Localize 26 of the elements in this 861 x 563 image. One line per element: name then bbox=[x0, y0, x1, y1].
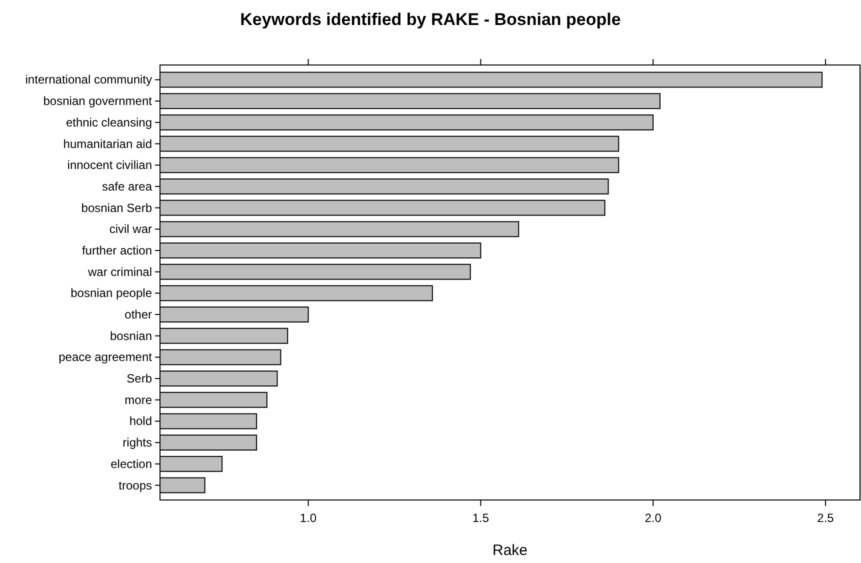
y-tick-label: rights bbox=[122, 436, 152, 450]
y-tick-label: peace agreement bbox=[58, 350, 153, 364]
chart-title: Keywords identified by RAKE - Bosnian people bbox=[240, 10, 621, 29]
y-tick-label: bosnian bbox=[110, 328, 152, 343]
y-tick-label: civil war bbox=[109, 222, 152, 236]
y-tick-label: safe area bbox=[102, 179, 152, 194]
x-tick-label: 2.0 bbox=[644, 511, 662, 525]
y-tick-label: innocent civilian bbox=[67, 158, 152, 172]
y-tick-label: other bbox=[124, 308, 152, 322]
y-tick-label: hold bbox=[129, 414, 152, 428]
x-tick-label: 1.5 bbox=[472, 511, 490, 525]
x-axis-title: Rake bbox=[492, 542, 528, 559]
y-tick-label: international community bbox=[25, 72, 152, 87]
x-tick-label: 1.0 bbox=[300, 511, 317, 525]
y-tick-label: further action bbox=[82, 243, 152, 258]
y-tick-label: bosnian people bbox=[70, 286, 152, 300]
y-tick-label: election bbox=[110, 456, 152, 471]
x-tick-label: 2.5 bbox=[817, 511, 834, 525]
y-tick-label: troops bbox=[118, 478, 152, 492]
y-tick-label: ethnic cleansing bbox=[66, 115, 152, 130]
y-tick-label: bosnian Serb bbox=[81, 200, 152, 215]
y-tick-label: humanitarian aid bbox=[63, 136, 152, 151]
y-tick-label: more bbox=[124, 392, 152, 407]
y-tick-label: war criminal bbox=[86, 264, 152, 279]
y-tick-label: bosnian government bbox=[43, 94, 153, 108]
y-tick-label: Serb bbox=[126, 372, 152, 386]
